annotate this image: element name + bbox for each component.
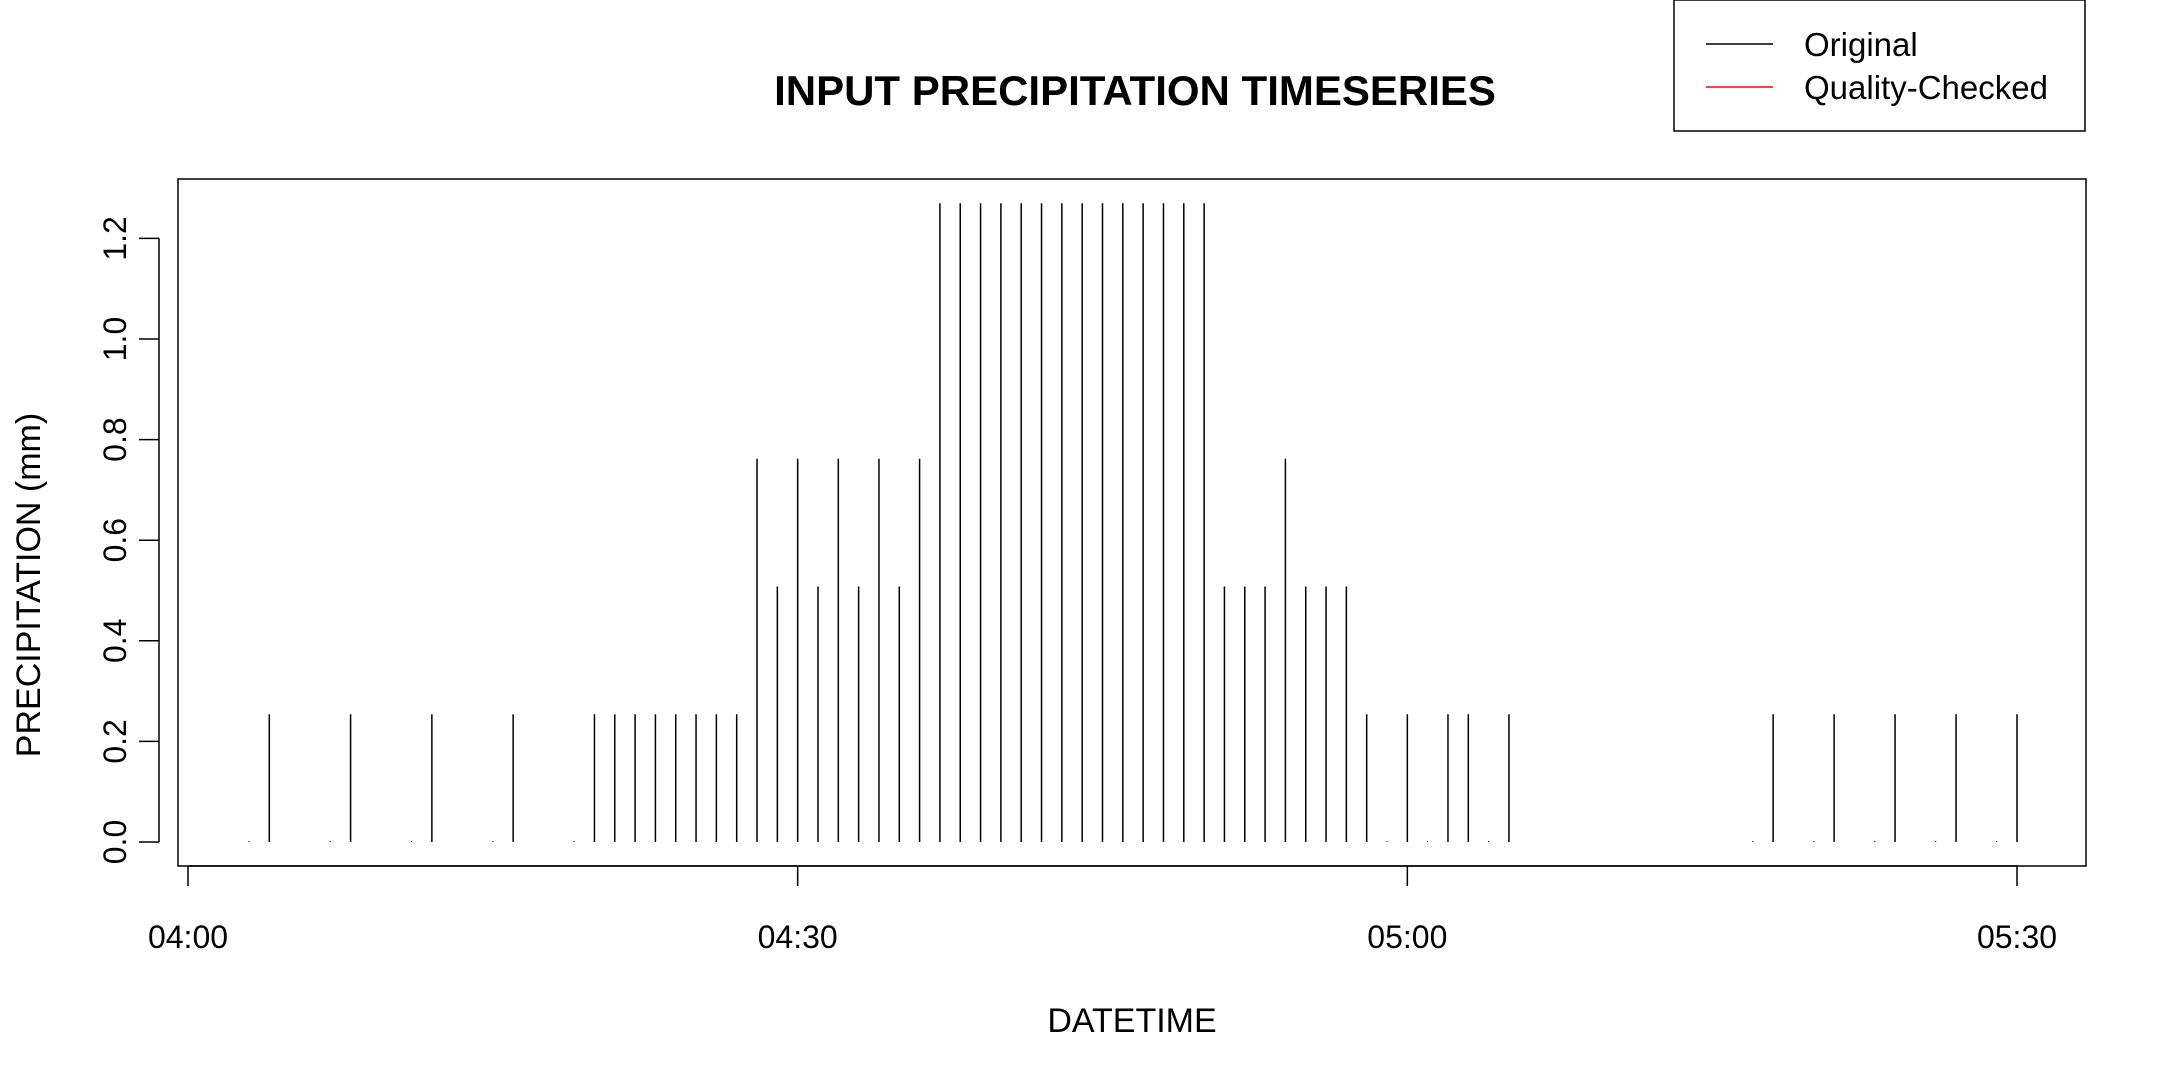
- y-tick-label: 1.0: [97, 317, 133, 361]
- chart-title: INPUT PRECIPITATION TIMESERIES: [774, 67, 1496, 114]
- x-axis-ticks: 04:00 04:30 05:00 05:30: [148, 866, 2057, 955]
- y-tick-label: 0.4: [97, 619, 133, 663]
- y-tick-label: 0.0: [97, 820, 133, 864]
- x-axis-title: DATETIME: [1047, 1002, 1216, 1040]
- y-axis-title: PRECIPITATION (mm): [10, 413, 48, 757]
- x-tick-label: 04:00: [148, 919, 228, 955]
- legend-box: [1673, 0, 2086, 132]
- x-tick-label: 04:30: [758, 919, 838, 955]
- legend-label-quality-checked: Quality-Checked: [1804, 69, 2048, 106]
- plot-frame: [177, 178, 2087, 867]
- y-tick-label: 0.6: [97, 518, 133, 562]
- bar-series-original: [248, 203, 2018, 842]
- x-tick-label: 05:00: [1367, 919, 1447, 955]
- y-tick-label: 0.2: [97, 719, 133, 763]
- legend-label-original: Original: [1804, 26, 1918, 63]
- y-tick-label: 1.2: [97, 216, 133, 260]
- y-axis-ticks: 0.0 0.2 0.4 0.6 0.8 1.0 1.2: [97, 216, 159, 864]
- legend: Original Quality-Checked: [1673, 0, 2086, 132]
- x-tick-label: 05:30: [1977, 919, 2057, 955]
- y-tick-label: 0.8: [97, 417, 133, 461]
